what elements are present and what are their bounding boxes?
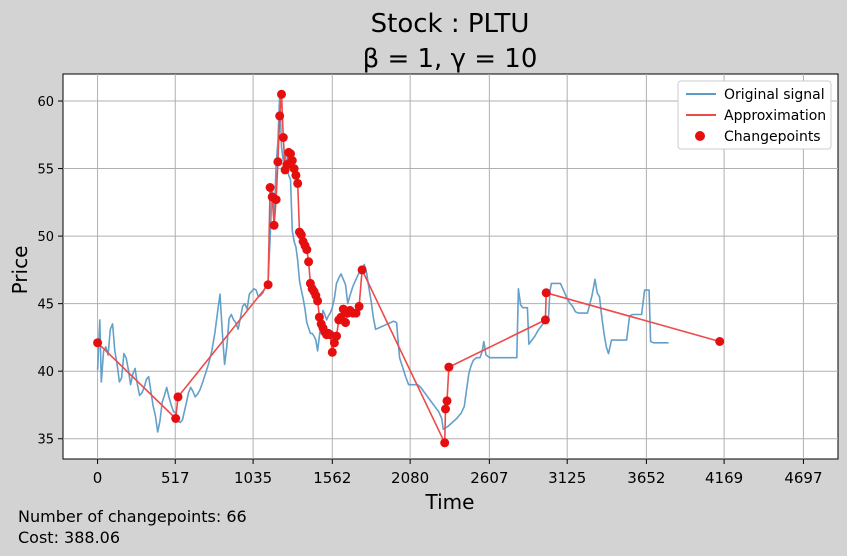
y-tick-label: 40 — [37, 365, 54, 380]
original-signal-line — [96, 93, 669, 433]
x-tick-label: 3652 — [627, 469, 665, 487]
legend-changepoints-label: Changepoints — [724, 129, 821, 145]
x-axis-label: Time — [425, 490, 475, 514]
x-tick-label: 3125 — [548, 469, 586, 487]
legend: Original signal Approximation Changepoin… — [677, 80, 832, 150]
x-tick-label: 2080 — [391, 469, 429, 487]
changepoint-marker — [304, 257, 314, 267]
y-axis-label: Price — [8, 246, 32, 295]
changepoint-marker — [313, 296, 323, 306]
changepoint-marker — [441, 404, 450, 414]
changepoint-marker — [541, 288, 551, 298]
legend-approximation-label: Approximation — [724, 108, 826, 124]
changepoint-marker — [273, 157, 283, 167]
legend-changepoints-swatch — [695, 131, 705, 141]
x-tick-label: 517 — [161, 469, 190, 487]
changepoint-marker — [341, 318, 350, 328]
changepoint-marker — [440, 438, 450, 448]
changepoint-marker — [442, 396, 452, 406]
changepoint-marker — [278, 133, 288, 142]
changepoint-marker — [715, 337, 725, 346]
x-tick-label: 1035 — [234, 469, 272, 487]
y-tick-label: 55 — [37, 163, 54, 178]
legend-box — [677, 80, 832, 150]
x-tick-label: 2607 — [470, 469, 508, 487]
changepoint-marker — [171, 414, 181, 423]
changepoint-marker — [327, 347, 337, 357]
cost-value: Cost: 388.06 — [18, 528, 121, 547]
x-tick-label: 4169 — [705, 469, 743, 487]
changepoint-marker — [332, 331, 341, 341]
changepoint-marker — [263, 280, 273, 290]
y-tick-label: 35 — [37, 433, 54, 448]
changepoint-marker — [302, 245, 312, 255]
y-tick-label: 60 — [37, 95, 54, 110]
chart-title: Stock : PLTU — [371, 9, 530, 39]
changepoint-marker — [277, 89, 286, 99]
changepoints-count: Number of changepoints: 66 — [18, 507, 247, 526]
changepoint-marker — [265, 183, 275, 192]
changepoint-marker — [444, 362, 454, 372]
chart-subtitle: β = 1, γ = 10 — [363, 44, 538, 74]
changepoint-marker — [291, 170, 301, 180]
changepoint-marker — [275, 111, 285, 121]
changepoint-marker — [286, 149, 295, 159]
x-tick-label: 1562 — [313, 469, 351, 487]
changepoint-marker — [354, 301, 364, 311]
legend-original-label: Original signal — [724, 87, 825, 103]
y-tick-label: 45 — [37, 298, 54, 313]
changepoint-marker — [287, 156, 297, 165]
changepoint-marker — [271, 195, 281, 205]
x-tick-label: 0 — [93, 469, 103, 487]
changepoint-marker — [173, 392, 183, 402]
changepoint-marker — [269, 220, 279, 230]
changepoint-marker — [93, 338, 103, 348]
changepoint-marker — [357, 265, 367, 275]
y-tick-label: 50 — [37, 230, 54, 245]
changepoint-marker — [351, 308, 361, 318]
changepoint-marker — [540, 315, 550, 325]
changepoint-marker — [293, 178, 303, 188]
x-tick-label: 4697 — [784, 469, 822, 487]
